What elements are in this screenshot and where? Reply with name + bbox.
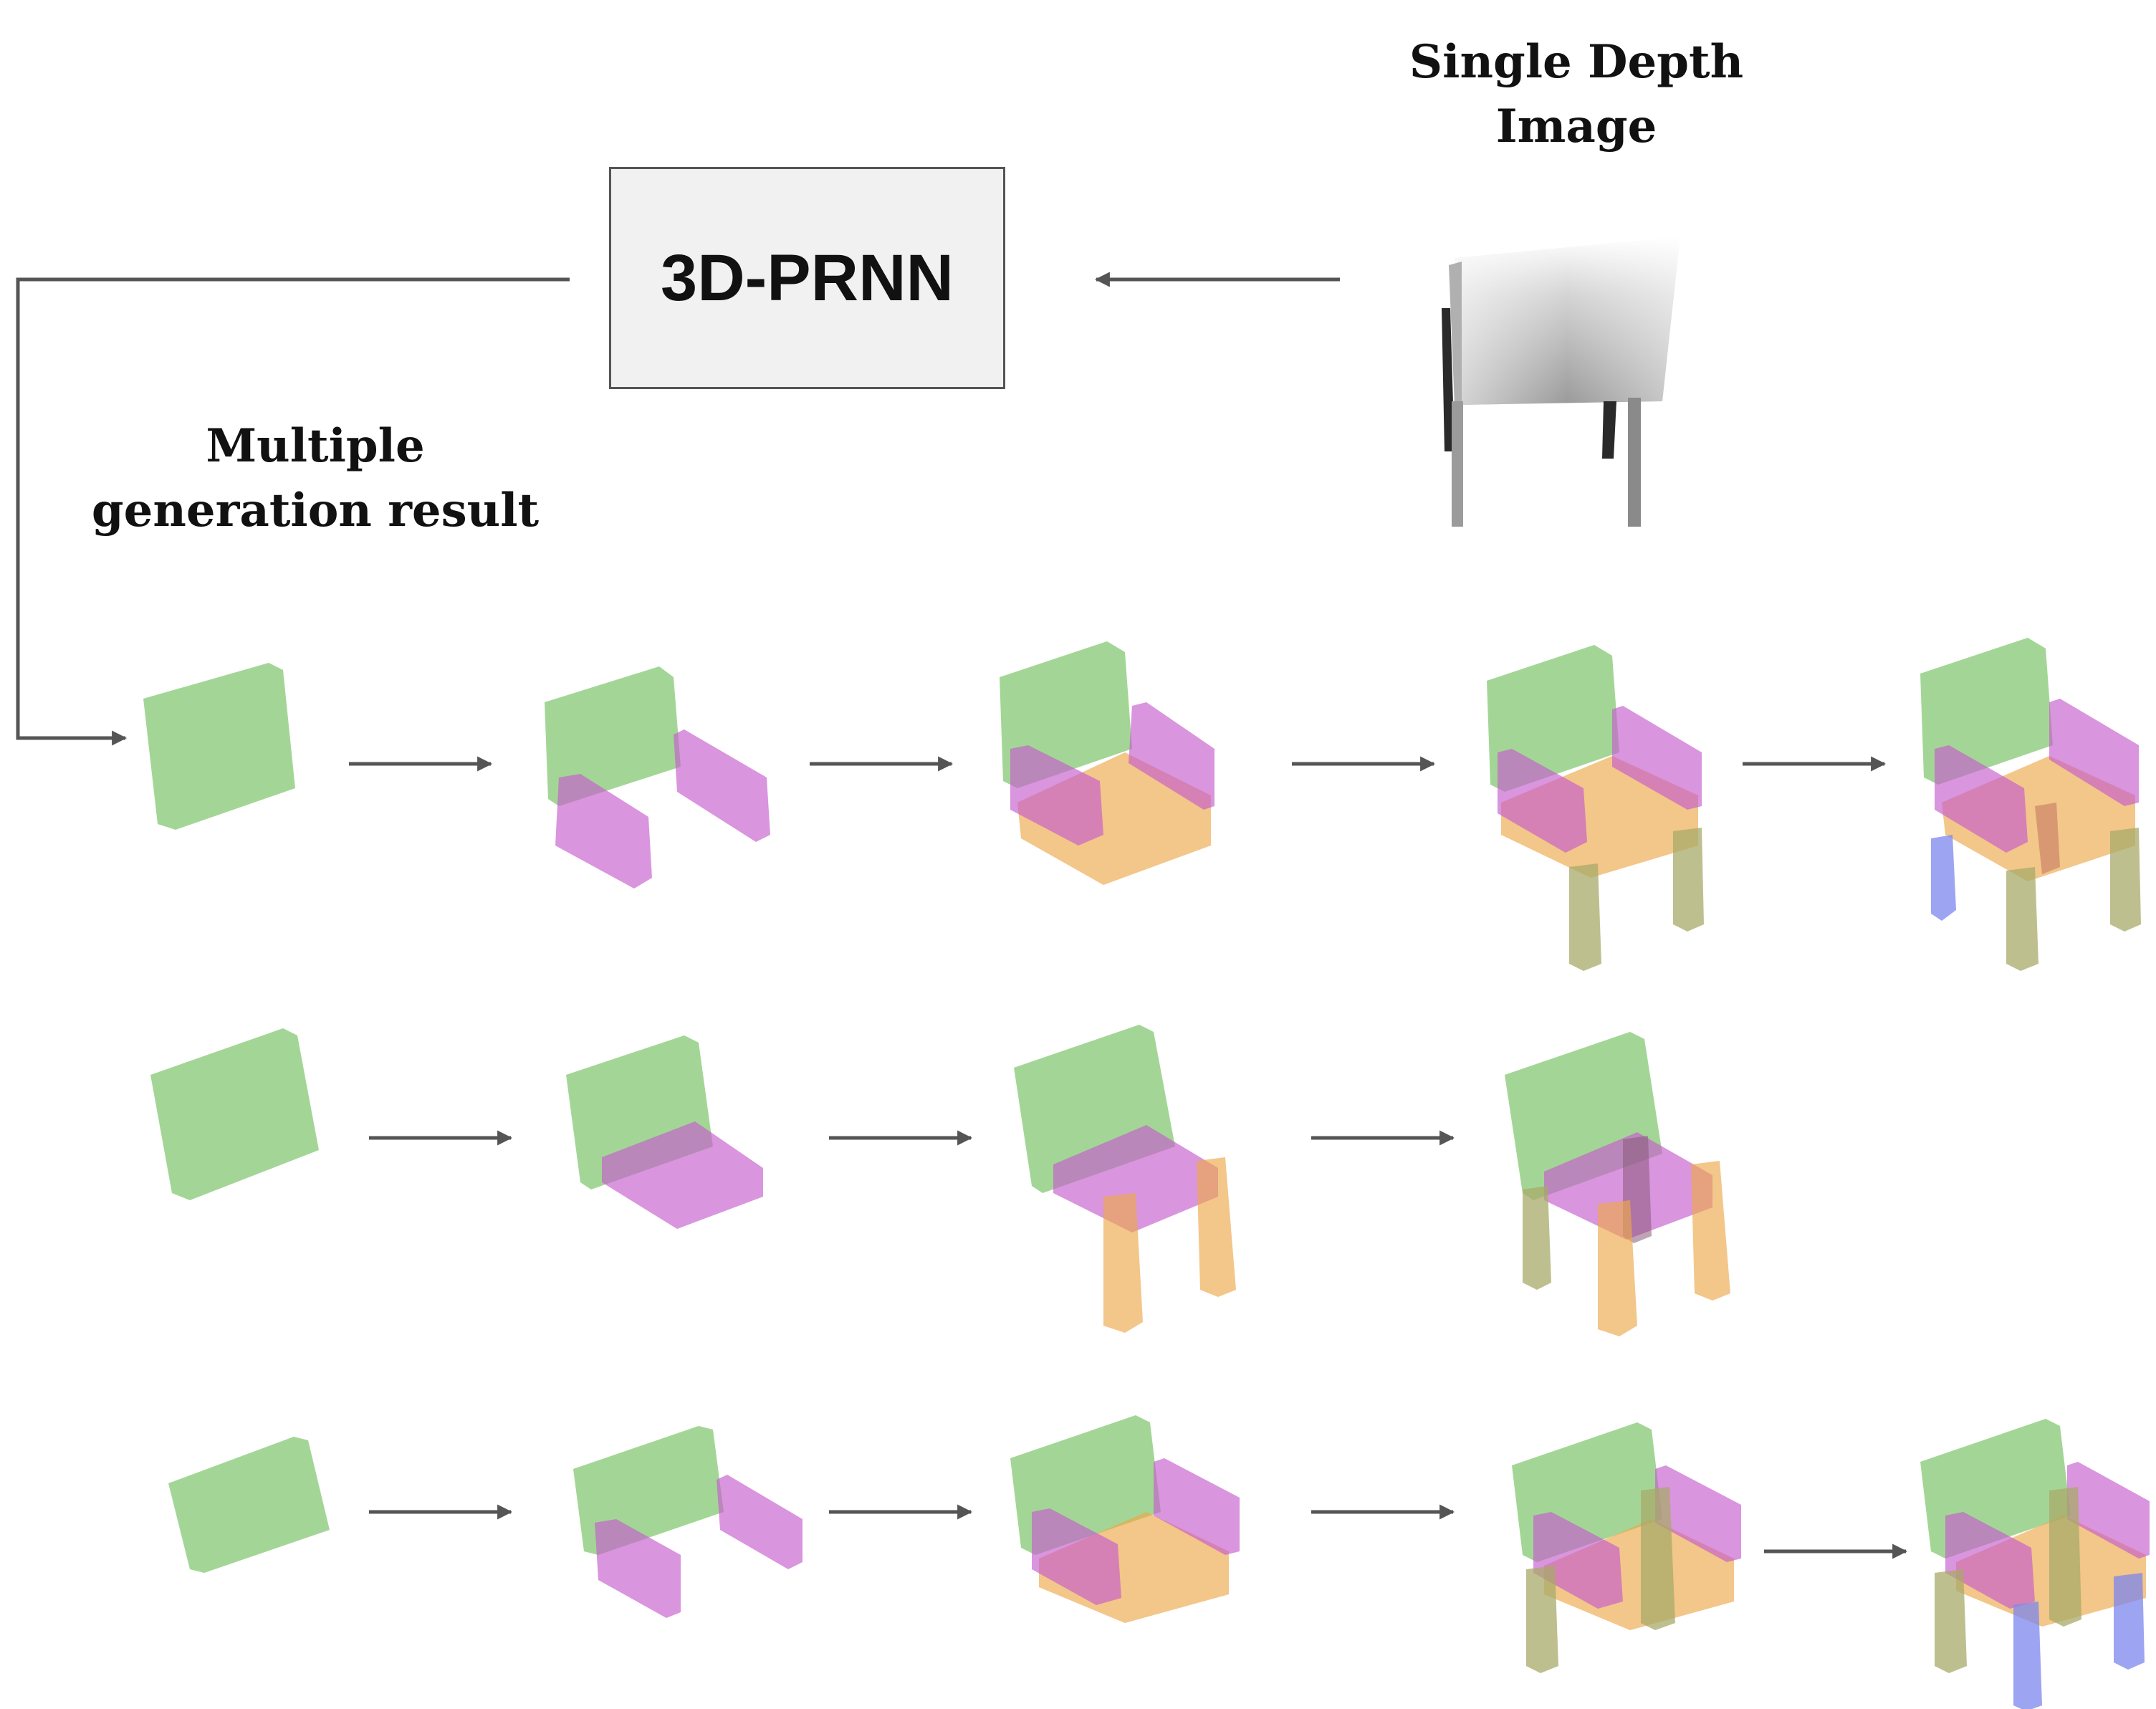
row3-step5-primitives — [1920, 1419, 2150, 1709]
output-title: Multiple generation result — [86, 414, 545, 543]
row2-step3-primitives — [1014, 1025, 1236, 1333]
generation-row-1 — [143, 638, 2141, 971]
row1-step2-primitives — [545, 666, 770, 889]
row1-step4-primitives — [1487, 645, 1704, 971]
generation-row-2 — [150, 1025, 1730, 1336]
input-title-line2: Image — [1495, 100, 1657, 153]
row1-step1-primitives — [143, 663, 295, 830]
model-name: 3D-PRNN — [661, 241, 954, 315]
output-title-line2: generation result — [91, 484, 540, 537]
row1-step5-primitives — [1920, 638, 2141, 971]
row2-step2-primitives — [566, 1035, 763, 1229]
row2-step4-primitives — [1505, 1032, 1730, 1336]
row1-step3-primitives — [1000, 641, 1214, 885]
generation-row-3 — [168, 1415, 2150, 1709]
row3-step4-primitives — [1512, 1422, 1741, 1673]
flow-arrows — [16, 272, 1908, 1559]
arrow-model-to-results — [16, 277, 570, 746]
output-title-line1: Multiple — [206, 419, 425, 473]
row3-step1-primitives — [168, 1437, 330, 1573]
depth-image — [1442, 236, 1680, 527]
row3-step3-primitives — [1010, 1415, 1240, 1623]
row2-step1-primitives — [150, 1028, 319, 1200]
input-image-title: Single Depth Image — [1361, 30, 1791, 159]
model-box: 3D-PRNN — [609, 167, 1005, 389]
input-title-line1: Single Depth — [1409, 35, 1744, 89]
row3-step2-primitives — [573, 1426, 802, 1618]
